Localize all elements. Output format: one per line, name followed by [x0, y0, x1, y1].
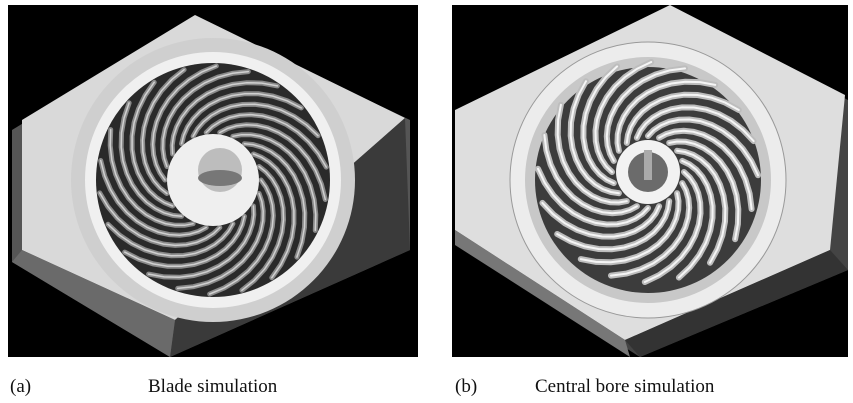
panel-a-image — [8, 5, 418, 357]
panel-caption: Central bore simulation — [535, 376, 715, 397]
panel-b-image — [452, 5, 848, 357]
panel-label: (a) — [10, 376, 31, 397]
figure: (a) Blade simulation (b) Central bore si… — [0, 0, 853, 403]
panel-caption: Blade simulation — [148, 376, 278, 397]
panel-label: (b) — [455, 376, 477, 397]
